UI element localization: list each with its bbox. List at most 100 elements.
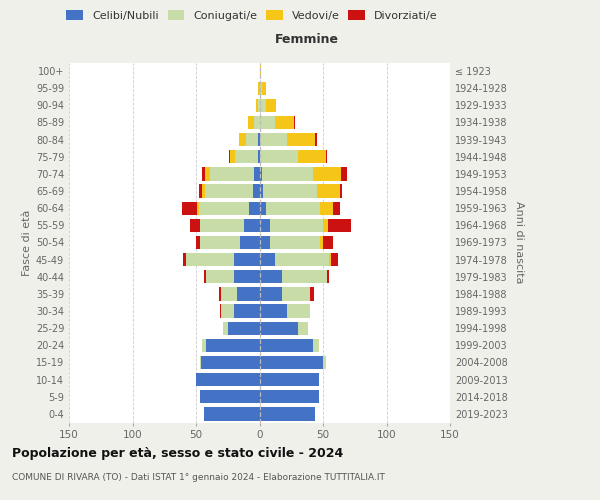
Bar: [298, 150, 326, 164]
Bar: [230, 150, 235, 164]
Bar: [206, 338, 260, 352]
Bar: [254, 167, 260, 180]
Bar: [248, 116, 254, 129]
Bar: [283, 287, 310, 300]
Bar: [258, 133, 260, 146]
Bar: [260, 167, 262, 180]
Bar: [184, 253, 186, 266]
Bar: [254, 116, 260, 129]
Bar: [250, 202, 260, 215]
Bar: [266, 202, 320, 215]
Bar: [229, 150, 230, 164]
Bar: [327, 270, 329, 283]
Bar: [275, 253, 329, 266]
Bar: [275, 116, 294, 129]
Bar: [260, 218, 269, 232]
Bar: [201, 356, 260, 369]
Bar: [320, 202, 333, 215]
Bar: [190, 218, 200, 232]
Bar: [221, 287, 236, 300]
Bar: [294, 116, 295, 129]
Bar: [328, 218, 351, 232]
Bar: [269, 218, 323, 232]
Bar: [202, 167, 205, 180]
Bar: [287, 133, 316, 146]
Bar: [203, 270, 206, 283]
Bar: [245, 133, 258, 146]
Bar: [241, 236, 260, 249]
Bar: [260, 270, 283, 283]
Bar: [323, 236, 333, 249]
Bar: [236, 287, 260, 300]
Bar: [260, 287, 283, 300]
Bar: [260, 390, 319, 404]
Bar: [260, 304, 287, 318]
Bar: [210, 167, 254, 180]
Bar: [199, 184, 202, 198]
Bar: [260, 184, 263, 198]
Bar: [329, 253, 331, 266]
Bar: [260, 356, 323, 369]
Bar: [260, 150, 298, 164]
Bar: [196, 236, 200, 249]
Bar: [326, 150, 327, 164]
Bar: [203, 407, 260, 420]
Bar: [341, 167, 347, 180]
Bar: [234, 253, 260, 266]
Bar: [287, 304, 310, 318]
Bar: [239, 133, 245, 146]
Bar: [256, 98, 258, 112]
Bar: [244, 218, 260, 232]
Bar: [260, 82, 262, 95]
Bar: [260, 64, 261, 78]
Bar: [186, 253, 234, 266]
Bar: [316, 133, 317, 146]
Bar: [253, 184, 260, 198]
Bar: [260, 133, 287, 146]
Bar: [262, 167, 313, 180]
Bar: [331, 253, 338, 266]
Bar: [196, 373, 260, 386]
Bar: [205, 184, 253, 198]
Bar: [260, 253, 275, 266]
Bar: [258, 150, 260, 164]
Bar: [223, 322, 228, 335]
Bar: [260, 322, 298, 335]
Bar: [220, 304, 221, 318]
Bar: [260, 202, 266, 215]
Y-axis label: Anni di nascita: Anni di nascita: [514, 201, 524, 284]
Bar: [313, 167, 341, 180]
Bar: [260, 236, 269, 249]
Bar: [266, 98, 276, 112]
Bar: [260, 338, 313, 352]
Bar: [320, 236, 323, 249]
Bar: [200, 218, 244, 232]
Bar: [258, 82, 260, 95]
Bar: [260, 98, 266, 112]
Bar: [235, 150, 258, 164]
Bar: [200, 356, 201, 369]
Bar: [340, 184, 342, 198]
Bar: [333, 202, 340, 215]
Bar: [317, 184, 340, 198]
Bar: [310, 287, 314, 300]
Bar: [298, 322, 308, 335]
Bar: [205, 167, 210, 180]
Bar: [199, 202, 250, 215]
Bar: [200, 236, 241, 249]
Bar: [262, 82, 266, 95]
Bar: [283, 270, 327, 283]
Bar: [234, 270, 260, 283]
Bar: [202, 338, 206, 352]
Bar: [260, 116, 275, 129]
Bar: [200, 390, 260, 404]
Text: COMUNE DI RIVARA (TO) - Dati ISTAT 1° gennaio 2024 - Elaborazione TUTTITALIA.IT: COMUNE DI RIVARA (TO) - Dati ISTAT 1° ge…: [12, 472, 385, 482]
Bar: [258, 98, 260, 112]
Legend: Celibi/Nubili, Coniugati/e, Vedovi/e, Divorziati/e: Celibi/Nubili, Coniugati/e, Vedovi/e, Di…: [64, 8, 440, 24]
Bar: [313, 338, 319, 352]
Bar: [234, 304, 260, 318]
Text: Popolazione per età, sesso e stato civile - 2024: Popolazione per età, sesso e stato civil…: [12, 448, 343, 460]
Bar: [182, 202, 197, 215]
Bar: [221, 304, 234, 318]
Bar: [269, 236, 320, 249]
